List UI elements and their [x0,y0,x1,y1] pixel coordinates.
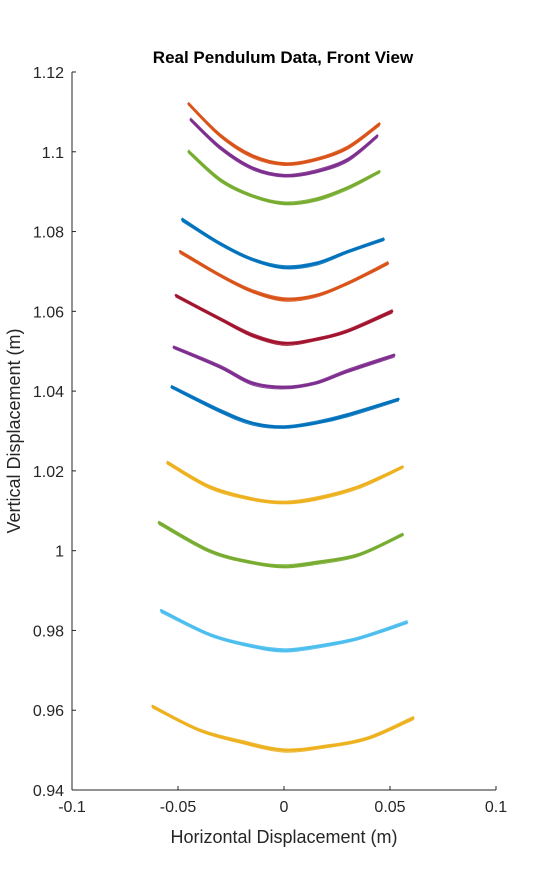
series-line [166,460,404,502]
series-line [174,294,394,345]
series-line [175,296,393,346]
series-line [152,706,414,752]
series-line [159,609,409,652]
series-line [171,387,400,429]
y-ticks: 0.94 0.96 0.98 1 1.02 1.04 1.06 1.08 1.1 1.12 [33,65,76,800]
series-trace [174,293,394,346]
series-line [181,219,385,269]
y-tick-label: 0.94 [33,783,64,800]
series-line [178,250,390,301]
series-line [187,150,381,205]
series-trace [187,101,381,167]
series-line [158,523,404,569]
series-line [151,705,415,752]
series-trace [172,345,396,390]
series-trace [178,249,390,302]
series-line [181,220,385,270]
x-tick-label: 0.1 [485,799,507,816]
y-tick-label: 1.02 [33,464,64,481]
y-tick-label: 1.08 [33,225,64,242]
series-line [179,249,389,299]
x-tick-label: -0.05 [160,799,197,816]
series-line [179,251,389,301]
y-axis-label: Vertical Displacement (m) [4,328,24,533]
series-line [173,347,395,389]
series-line [190,120,378,178]
x-axis-label: Horizontal Displacement (m) [170,827,397,847]
y-tick-label: 1 [55,544,64,561]
series-trace [157,520,404,569]
series-line [175,294,393,344]
series-trace [159,608,409,653]
y-tick-label: 1.04 [33,384,64,401]
series-line [152,704,414,750]
series-line [188,152,380,206]
y-tick-label: 1.06 [33,304,64,321]
series-line [166,463,404,505]
series-line [171,385,400,427]
series-line [181,218,385,269]
series-line [179,250,389,300]
series-trace [151,704,415,753]
series-line [179,252,389,302]
series-line [158,522,404,568]
series-line [181,218,385,268]
chart-title: Real Pendulum Data, Front View [153,48,414,67]
series-line [175,295,393,345]
y-tick-label: 1.12 [33,65,64,82]
x-tick-label: 0.05 [374,799,405,816]
series-line [152,707,414,753]
series-layer [151,101,415,753]
y-tick-label: 0.98 [33,623,64,640]
series-line [171,387,400,429]
series-trace [170,384,400,429]
x-tick-label: -0.1 [58,799,86,816]
series-trace [189,117,379,178]
series-line [160,611,408,653]
series-line [188,104,380,166]
y-tick-label: 1.1 [42,145,64,162]
series-line [181,217,385,267]
series-line [188,104,380,167]
series-trace [187,149,381,206]
series-line [173,347,395,390]
series-line [166,461,404,505]
series-trace [166,460,404,505]
x-tick-label: 0 [280,799,289,816]
y-tick-label: 0.96 [33,703,64,720]
series-line [170,385,400,429]
x-ticks: -0.1 -0.05 0 0.05 0.1 [58,786,507,816]
series-trace [181,217,385,270]
